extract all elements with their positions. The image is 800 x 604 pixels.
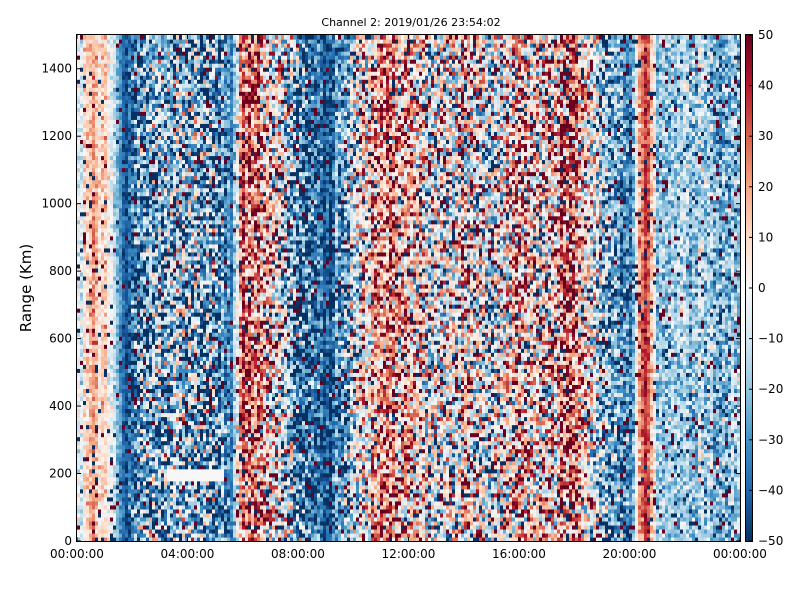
heatmap-cells xyxy=(77,35,741,542)
chart-title: Channel 2: 2019/01/26 23:54:02 xyxy=(321,16,500,29)
